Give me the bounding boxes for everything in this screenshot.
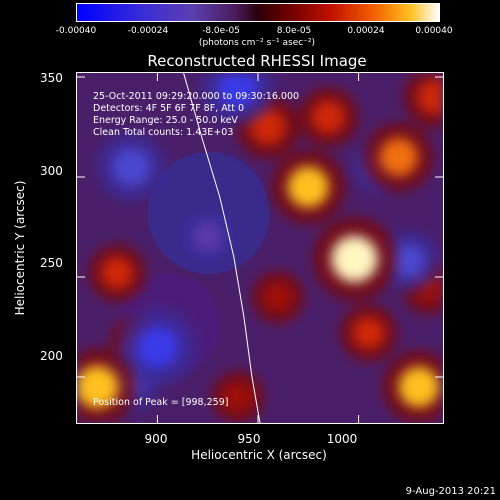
info-total-counts: Clean Total counts: 1.43E+03 — [93, 127, 234, 138]
x-axis-label: Heliocentric X (arcsec) — [191, 448, 327, 462]
emission-source — [101, 257, 134, 289]
emission-source — [77, 365, 119, 409]
heatmap-image — [77, 73, 443, 423]
y-axis-label: Heliocentric Y (arcsec) — [13, 180, 27, 316]
emission-source — [417, 79, 443, 115]
emission-source — [379, 137, 418, 177]
y-tick-label: 200 — [40, 349, 63, 363]
info-time-range: 25-Oct-2011 09:29:20.000 to 09:30:16.000 — [93, 91, 300, 102]
y-tick-label: 250 — [40, 256, 63, 270]
negative-region — [392, 244, 426, 278]
negative-region — [136, 326, 179, 368]
colorbar-tick-label: 0.00040 — [415, 26, 453, 36]
info-energy-range: Energy Range: 25.0 - 50.0 keV — [93, 115, 238, 126]
timestamp: 9-Aug-2013 20:21 — [405, 486, 496, 497]
colorbar-tick-label: -0.00024 — [127, 26, 169, 36]
emission-source — [331, 235, 378, 283]
colorbar-tick-label: 8.0e-05 — [276, 26, 312, 36]
emission-source — [287, 166, 329, 208]
negative-region — [192, 221, 223, 253]
x-tick-label: 950 — [237, 432, 261, 446]
colorbar-tick-label: 0.00024 — [347, 26, 385, 36]
solar-limb-line — [183, 73, 261, 423]
emission-source — [352, 317, 385, 349]
x-tick-label: 900 — [144, 432, 168, 446]
emission-source — [250, 109, 286, 145]
negative-region — [217, 73, 259, 108]
peak-position-label: Position of Peak = [998,259] — [93, 397, 229, 408]
emission-source — [311, 100, 346, 134]
emission-source — [223, 382, 253, 412]
x-tick-label: 1000 — [326, 432, 358, 446]
chart-title: Reconstructed RHESSI Image — [147, 52, 367, 70]
colorbar-unit-label: (photons cm⁻² s⁻¹ asec⁻²) — [198, 38, 316, 48]
emission-source — [398, 366, 440, 408]
emission-source — [263, 282, 293, 312]
y-tick-label: 300 — [40, 164, 63, 178]
colorbar-tick-label: -8.0e-05 — [202, 26, 240, 36]
colorbar-tick-label: -0.00040 — [55, 26, 97, 36]
info-detectors: Detectors: 4F 5F 6F 7F 8F, Att 0 — [93, 103, 245, 114]
y-tick-label: 350 — [40, 71, 63, 85]
colorbar — [76, 3, 440, 22]
negative-region — [112, 148, 151, 186]
plot-area: 25-Oct-2011 09:29:20.000 to 09:30:16.000… — [76, 72, 444, 424]
plot-overlay — [77, 73, 443, 423]
